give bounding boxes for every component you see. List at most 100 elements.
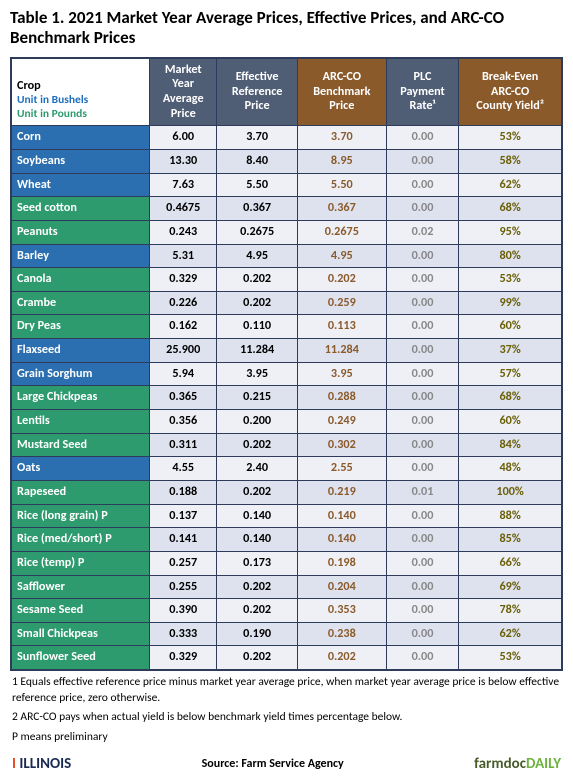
value-cell: 0.243 bbox=[149, 220, 216, 244]
crop-cell: Wheat bbox=[11, 173, 149, 197]
value-cell: 80% bbox=[459, 244, 562, 268]
table-row: Corn6.003.703.700.0053% bbox=[11, 126, 562, 150]
legend-3: P means preliminary bbox=[10, 730, 563, 746]
value-cell: 0.00 bbox=[386, 410, 458, 434]
value-cell: 62% bbox=[459, 622, 562, 646]
value-cell: 3.70 bbox=[297, 126, 386, 150]
value-cell: 8.95 bbox=[297, 149, 386, 173]
table-title: Table 1. 2021 Market Year Average Prices… bbox=[10, 8, 563, 49]
value-cell: 68% bbox=[459, 197, 562, 221]
table-row: Small Chickpeas0.3330.1900.2380.0062% bbox=[11, 622, 562, 646]
value-cell: 0.00 bbox=[386, 622, 458, 646]
value-cell: 0.00 bbox=[386, 504, 458, 528]
table-row: Rice (long grain) P0.1370.1400.1400.0088… bbox=[11, 504, 562, 528]
value-cell: 3.95 bbox=[217, 362, 297, 386]
value-cell: 53% bbox=[459, 646, 562, 670]
value-cell: 0.202 bbox=[217, 433, 297, 457]
value-cell: 0.00 bbox=[386, 315, 458, 339]
value-cell: 0.329 bbox=[149, 646, 216, 670]
crop-cell: Large Chickpeas bbox=[11, 386, 149, 410]
crop-cell: Dry Peas bbox=[11, 315, 149, 339]
crop-cell: Oats bbox=[11, 457, 149, 481]
value-cell: 0.353 bbox=[297, 599, 386, 623]
value-cell: 0.190 bbox=[217, 622, 297, 646]
crop-cell: Rice (long grain) P bbox=[11, 504, 149, 528]
value-cell: 0.365 bbox=[149, 386, 216, 410]
table-row: Crambe0.2260.2020.2590.0099% bbox=[11, 291, 562, 315]
value-cell: 0.00 bbox=[386, 599, 458, 623]
legend-1: 1 Equals effective reference price minus… bbox=[10, 675, 563, 706]
table-row: Lentils0.3560.2000.2490.0060% bbox=[11, 410, 562, 434]
value-cell: 100% bbox=[459, 480, 562, 504]
table-row: Sesame Seed0.3900.2020.3530.0078% bbox=[11, 599, 562, 623]
crop-cell: Rapeseed bbox=[11, 480, 149, 504]
value-cell: 0.4675 bbox=[149, 197, 216, 221]
value-cell: 99% bbox=[459, 291, 562, 315]
value-cell: 0.00 bbox=[386, 362, 458, 386]
value-cell: 0.202 bbox=[217, 291, 297, 315]
table-row: Grain Sorghum5.943.953.950.0057% bbox=[11, 362, 562, 386]
value-cell: 0.202 bbox=[297, 268, 386, 292]
crop-cell: Barley bbox=[11, 244, 149, 268]
crop-cell: Flaxseed bbox=[11, 339, 149, 363]
value-cell: 0.329 bbox=[149, 268, 216, 292]
col-eff-ref-price: EffectiveReferencePrice bbox=[217, 58, 297, 126]
value-cell: 5.50 bbox=[297, 173, 386, 197]
value-cell: 68% bbox=[459, 386, 562, 410]
value-cell: 0.255 bbox=[149, 575, 216, 599]
value-cell: 0.140 bbox=[297, 528, 386, 552]
value-cell: 5.50 bbox=[217, 173, 297, 197]
value-cell: 0.238 bbox=[297, 622, 386, 646]
table-row: Barley5.314.954.950.0080% bbox=[11, 244, 562, 268]
value-cell: 0.140 bbox=[217, 528, 297, 552]
crop-cell: Peanuts bbox=[11, 220, 149, 244]
value-cell: 0.140 bbox=[297, 504, 386, 528]
value-cell: 0.288 bbox=[297, 386, 386, 410]
crop-cell: Rice (med/short) P bbox=[11, 528, 149, 552]
value-cell: 0.215 bbox=[217, 386, 297, 410]
value-cell: 0.202 bbox=[217, 480, 297, 504]
crop-cell: Lentils bbox=[11, 410, 149, 434]
table-row: Safflower0.2550.2020.2040.0069% bbox=[11, 575, 562, 599]
table-row: Sunflower Seed0.3290.2020.2020.0053% bbox=[11, 646, 562, 670]
value-cell: 84% bbox=[459, 433, 562, 457]
value-cell: 0.01 bbox=[386, 480, 458, 504]
value-cell: 0.311 bbox=[149, 433, 216, 457]
value-cell: 0.02 bbox=[386, 220, 458, 244]
table-row: Rice (temp) P0.2570.1730.1980.0066% bbox=[11, 551, 562, 575]
value-cell: 0.00 bbox=[386, 173, 458, 197]
table-row: Seed cotton0.46750.3670.3670.0068% bbox=[11, 197, 562, 221]
value-cell: 3.70 bbox=[217, 126, 297, 150]
value-cell: 0.00 bbox=[386, 433, 458, 457]
value-cell: 0.00 bbox=[386, 291, 458, 315]
value-cell: 0.204 bbox=[297, 575, 386, 599]
value-cell: 0.113 bbox=[297, 315, 386, 339]
value-cell: 3.95 bbox=[297, 362, 386, 386]
value-cell: 0.202 bbox=[217, 599, 297, 623]
value-cell: 5.31 bbox=[149, 244, 216, 268]
value-cell: 0.202 bbox=[217, 268, 297, 292]
crop-cell: Seed cotton bbox=[11, 197, 149, 221]
value-cell: 0.162 bbox=[149, 315, 216, 339]
table-row: Oats4.552.402.550.0048% bbox=[11, 457, 562, 481]
value-cell: 0.219 bbox=[297, 480, 386, 504]
value-cell: 0.198 bbox=[297, 551, 386, 575]
value-cell: 0.200 bbox=[217, 410, 297, 434]
value-cell: 13.30 bbox=[149, 149, 216, 173]
value-cell: 0.367 bbox=[217, 197, 297, 221]
value-cell: 0.2675 bbox=[297, 220, 386, 244]
table-row: Peanuts0.2430.26750.26750.0295% bbox=[11, 220, 562, 244]
col-arc-benchmark: ARC-COBenchmarkPrice bbox=[297, 58, 386, 126]
value-cell: 0.141 bbox=[149, 528, 216, 552]
value-cell: 48% bbox=[459, 457, 562, 481]
value-cell: 0.00 bbox=[386, 575, 458, 599]
crop-cell: Canola bbox=[11, 268, 149, 292]
value-cell: 6.00 bbox=[149, 126, 216, 150]
value-cell: 0.257 bbox=[149, 551, 216, 575]
value-cell: 0.140 bbox=[217, 504, 297, 528]
value-cell: 0.202 bbox=[297, 646, 386, 670]
crop-cell: Mustard Seed bbox=[11, 433, 149, 457]
col-market-price: MarketYearAveragePrice bbox=[149, 58, 216, 126]
value-cell: 0.00 bbox=[386, 528, 458, 552]
value-cell: 95% bbox=[459, 220, 562, 244]
